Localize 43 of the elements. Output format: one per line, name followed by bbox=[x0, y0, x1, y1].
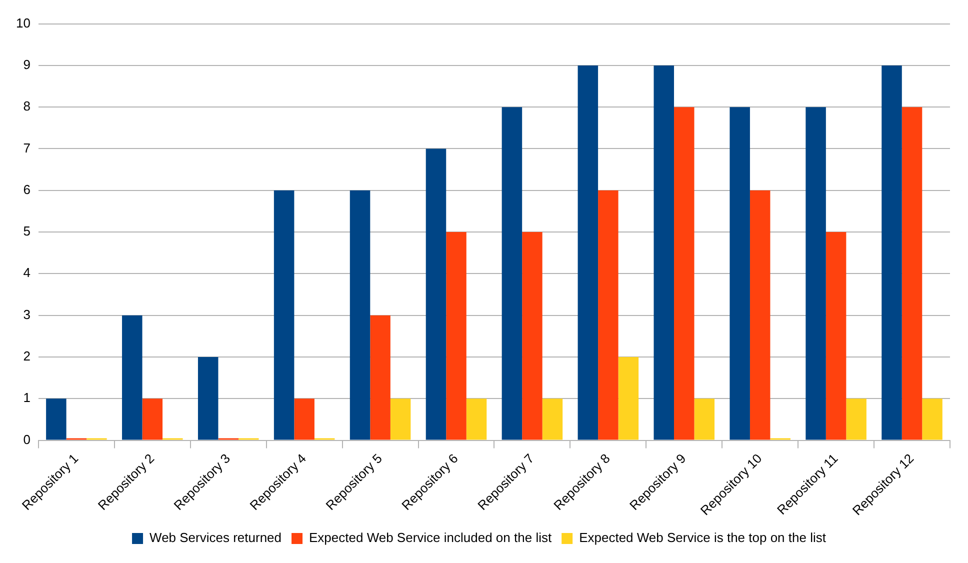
bar bbox=[274, 190, 294, 440]
bar bbox=[674, 107, 694, 440]
bar bbox=[542, 398, 563, 440]
y-tick-label: 5 bbox=[23, 224, 30, 239]
bar bbox=[694, 398, 715, 440]
bar bbox=[350, 190, 370, 440]
bar bbox=[426, 148, 446, 440]
bar bbox=[466, 398, 487, 440]
bar bbox=[46, 398, 66, 440]
bar bbox=[618, 356, 639, 440]
bar bbox=[922, 398, 942, 440]
bar bbox=[294, 398, 314, 440]
y-tick-label: 0 bbox=[23, 432, 30, 447]
y-tick-label: 3 bbox=[23, 306, 30, 322]
bar bbox=[806, 107, 826, 440]
bar bbox=[142, 398, 163, 440]
bar bbox=[122, 315, 142, 440]
bar bbox=[370, 315, 390, 440]
y-tick-label: 7 bbox=[23, 140, 30, 156]
y-tick-label: 4 bbox=[23, 265, 30, 280]
bar bbox=[598, 190, 618, 440]
bar bbox=[198, 356, 218, 440]
legend-label: Expected Web Service included on the list bbox=[309, 530, 552, 546]
y-tick-label: 1 bbox=[23, 390, 30, 406]
bar bbox=[846, 398, 866, 440]
y-tick-label: 2 bbox=[23, 348, 30, 364]
y-tick-label: 8 bbox=[23, 98, 30, 114]
legend-label: Expected Web Service is the top on the list bbox=[579, 530, 826, 546]
bar bbox=[730, 107, 750, 440]
bar bbox=[502, 107, 522, 440]
y-tick-label: 10 bbox=[16, 15, 30, 30]
bar bbox=[522, 232, 542, 440]
y-tick-label: 6 bbox=[23, 182, 30, 197]
legend-label: Web Services returned bbox=[150, 530, 282, 546]
bar bbox=[578, 65, 598, 440]
bar bbox=[390, 398, 411, 440]
bar bbox=[446, 232, 466, 440]
bar bbox=[750, 190, 770, 440]
y-tick-label: 9 bbox=[23, 57, 30, 72]
bar bbox=[882, 65, 902, 440]
bar bbox=[654, 65, 674, 440]
bar bbox=[826, 232, 846, 440]
bar bbox=[902, 107, 922, 440]
